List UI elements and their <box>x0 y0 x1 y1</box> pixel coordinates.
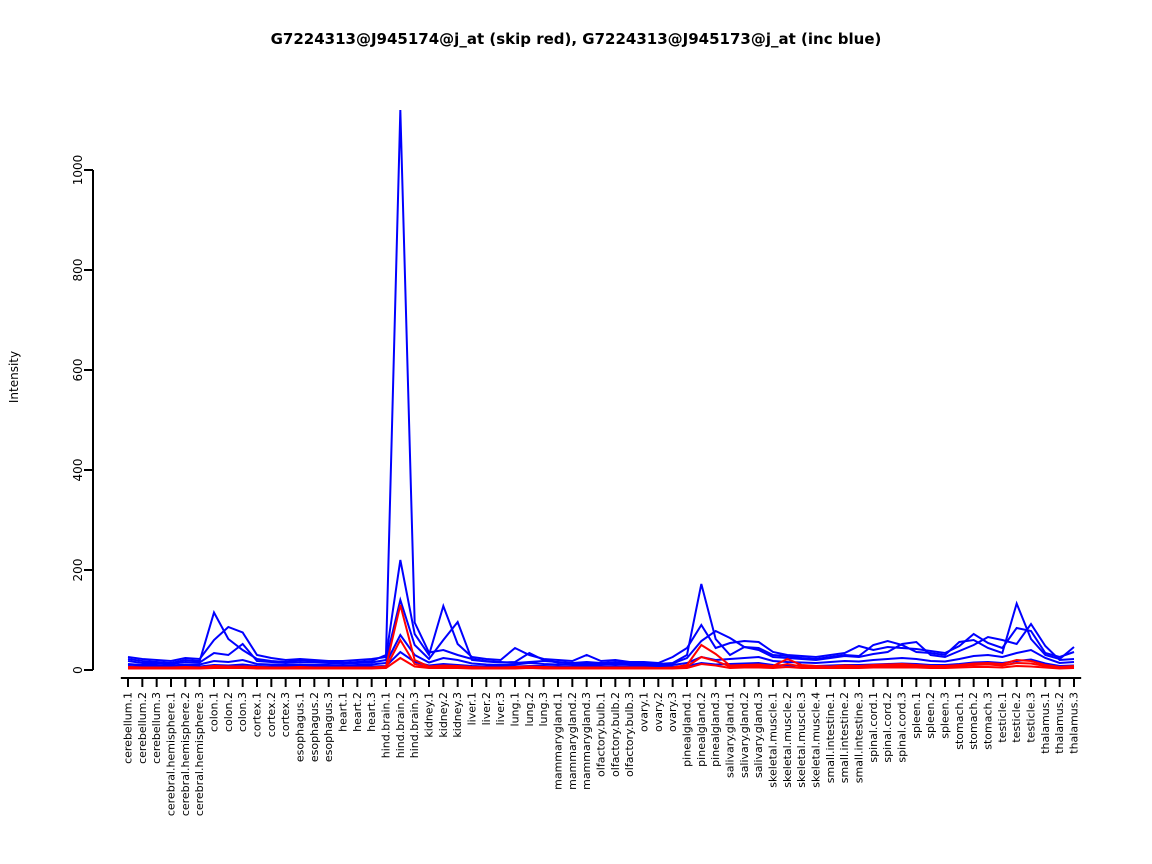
x-tick-label: hind.brain.2 <box>394 692 407 758</box>
data-series-group <box>127 109 1075 670</box>
x-tick-label: liver.2 <box>480 692 493 725</box>
x-tick-label: cerebral.hemisphere.3 <box>193 692 206 816</box>
y-tick-label: 400 <box>71 459 85 482</box>
x-tick-label: pinealgland.3 <box>709 692 722 767</box>
x-tick-label: heart.3 <box>365 692 378 732</box>
y-tick-label: 600 <box>71 359 85 382</box>
x-tick-label: mammarygland.1 <box>552 692 565 790</box>
x-tick-label: ovary.1 <box>638 692 651 732</box>
x-tick-label: spleen.1 <box>910 692 923 739</box>
x-tick-label: hind.brain.1 <box>380 692 393 758</box>
x-tick-label: salivary.gland.2 <box>738 692 751 778</box>
x-tick-label: esophagus.1 <box>294 692 307 762</box>
x-tick-label: ovary.2 <box>652 692 665 732</box>
x-tick-label: mammarygland.2 <box>566 692 579 790</box>
x-tick-label: heart.2 <box>351 692 364 732</box>
x-tick-label: small.intestine.1 <box>824 692 837 783</box>
x-tick-label: kidney.3 <box>451 692 464 738</box>
chart-title: G7224313@J945174@j_at (skip red), G72243… <box>270 30 882 48</box>
x-tick-label: cerebellum.3 <box>150 692 163 764</box>
x-tick-label: skeletal.muscle.4 <box>810 692 823 788</box>
x-tick-label: testicle.2 <box>1010 692 1023 743</box>
y-tick-label: 1000 <box>71 155 85 186</box>
y-tick-label: 800 <box>71 259 85 282</box>
x-tick-label: cerebral.hemisphere.1 <box>165 692 178 816</box>
x-tick-label: liver.1 <box>466 692 479 725</box>
x-tick-label: spinal.cord.1 <box>867 692 880 763</box>
x-tick-label: testicle.1 <box>996 692 1009 743</box>
x-tick-label: spinal.cord.3 <box>896 692 909 763</box>
x-tick-label: lung.2 <box>523 692 536 726</box>
x-tick-label: olfactory.bulb.2 <box>609 692 622 777</box>
y-tick-label: 0 <box>71 666 85 674</box>
x-tick-label: liver.3 <box>494 692 507 725</box>
x-tick-label: colon.2 <box>222 692 235 732</box>
x-tick-label: stomach.1 <box>953 692 966 750</box>
x-axis <box>120 677 1082 687</box>
x-tick-label: pinealgland.1 <box>681 692 694 767</box>
x-tick-label: spleen.2 <box>924 692 937 739</box>
x-tick-label: cortex.2 <box>265 692 278 737</box>
x-tick-label: small.intestine.2 <box>838 692 851 783</box>
x-tick-label: small.intestine.3 <box>853 692 866 783</box>
x-tick-label: skeletal.muscle.2 <box>781 692 794 788</box>
y-tick-label: 200 <box>71 559 85 582</box>
series-line-inc-blue <box>127 109 1075 666</box>
series-line-inc-blue <box>127 559 1075 665</box>
x-tick-label: spinal.cord.2 <box>881 692 894 763</box>
x-tick-label: testicle.3 <box>1025 692 1038 743</box>
x-tick-label: cortex.1 <box>251 692 264 737</box>
x-tick-label: skeletal.muscle.1 <box>767 692 780 788</box>
x-tick-label: thalamus.3 <box>1068 692 1081 754</box>
x-tick-label: heart.1 <box>337 692 350 732</box>
x-tick-label: pinealgland.2 <box>695 692 708 767</box>
x-tick-label: cerebral.hemisphere.2 <box>179 692 192 816</box>
x-axis-tick-labels: cerebellum.1 cerebellum.2 cerebellum.3 cere… <box>122 692 1081 816</box>
x-tick-label: stomach.3 <box>982 692 995 750</box>
x-tick-label: lung.1 <box>509 692 522 726</box>
x-tick-label: esophagus.2 <box>308 692 321 762</box>
x-tick-label: spleen.3 <box>939 692 952 739</box>
x-tick-label: esophagus.3 <box>322 692 335 762</box>
x-tick-label: salivary.gland.3 <box>752 692 765 778</box>
x-tick-label: kidney.1 <box>423 692 436 738</box>
x-tick-label: skeletal.muscle.3 <box>795 692 808 788</box>
series-line-inc-blue <box>127 633 1075 667</box>
x-tick-label: stomach.2 <box>967 692 980 750</box>
x-tick-label: thalamus.2 <box>1053 692 1066 754</box>
x-tick-label: ovary.3 <box>666 692 679 732</box>
x-tick-label: cerebellum.2 <box>136 692 149 764</box>
x-tick-label: colon.1 <box>208 692 221 732</box>
series-line-skip-red <box>128 656 1075 670</box>
x-tick-label: thalamus.1 <box>1039 692 1052 754</box>
x-tick-label: mammarygland.3 <box>580 692 593 790</box>
x-tick-label: cortex.3 <box>279 692 292 737</box>
series-line-inc-blue <box>127 596 1075 666</box>
x-tick-label: hind.brain.3 <box>408 692 421 758</box>
x-tick-label: kidney.2 <box>437 692 450 738</box>
x-tick-label: lung.3 <box>537 692 550 726</box>
x-tick-label: olfactory.bulb.1 <box>595 692 608 777</box>
x-tick-label: colon.3 <box>236 692 249 732</box>
x-tick-label: olfactory.bulb.3 <box>623 692 636 777</box>
y-axis: 0 200 400 600 800 1000 <box>71 155 94 674</box>
x-tick-label: cerebellum.1 <box>122 692 135 764</box>
x-tick-label: salivary.gland.1 <box>724 692 737 778</box>
